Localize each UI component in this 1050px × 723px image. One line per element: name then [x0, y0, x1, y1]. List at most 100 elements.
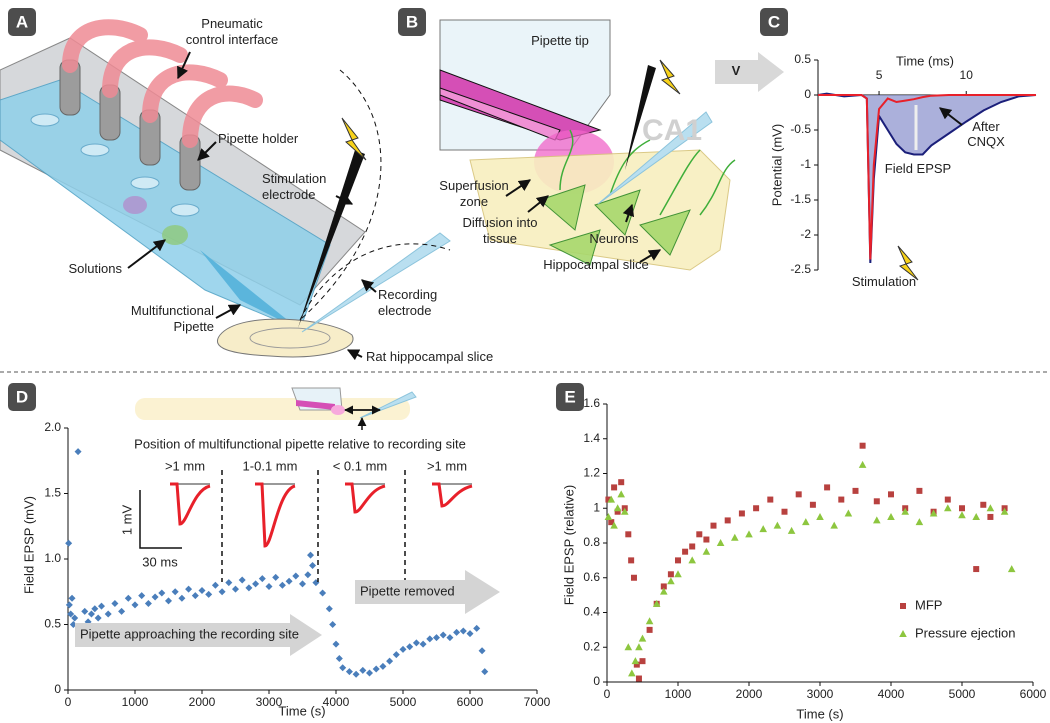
inset-illustration-part: [344, 405, 381, 430]
point: [138, 592, 146, 600]
point: [238, 576, 246, 584]
panel-badge: [8, 8, 36, 36]
panel-badge: [556, 383, 584, 411]
y-tick-label: -2.5: [790, 262, 811, 276]
diagram-label-line: Diffusion into: [463, 215, 538, 230]
point: [787, 526, 796, 534]
point: [419, 640, 427, 648]
point: [67, 610, 75, 618]
arrow-label: Pipette removed: [360, 583, 455, 598]
inset-trace: [432, 482, 473, 508]
annotation-line: Field EPSP: [885, 161, 951, 176]
point: [158, 589, 166, 597]
x-tick-label: 4000: [878, 687, 905, 701]
point: [366, 669, 373, 677]
point: [682, 548, 689, 555]
diagram-label: Pipette holder: [218, 131, 299, 146]
point: [453, 628, 461, 636]
y-tick-label: 0.5: [794, 52, 811, 66]
point: [767, 496, 774, 503]
point: [753, 505, 760, 512]
illustration-a-part-part: [62, 19, 148, 73]
point: [973, 566, 980, 573]
point: [372, 665, 380, 673]
y-tick-label: 0: [54, 682, 61, 696]
illustration-b-part: [597, 111, 713, 205]
y-tick-label: 0.2: [583, 639, 600, 653]
diagram-label: Neurons: [589, 231, 639, 246]
point: [773, 521, 782, 529]
point: [617, 490, 625, 498]
illustration-b-part-part: [559, 129, 574, 191]
point: [613, 504, 622, 512]
point: [901, 507, 909, 515]
x-axis-label: Time (ms): [896, 53, 954, 68]
point: [459, 627, 467, 635]
inset-illustration: [135, 387, 417, 430]
diagram-label-line: Pipette holder: [218, 131, 299, 146]
point: [379, 662, 387, 670]
point: [630, 574, 637, 581]
diagram-label-line: Solutions: [69, 261, 123, 276]
panel-badge: [398, 8, 426, 36]
annotation: After CNQX: [967, 119, 1005, 149]
annotation: Field EPSP: [885, 161, 951, 176]
x-tick-label: 2000: [189, 695, 216, 709]
point: [104, 610, 112, 618]
point: [696, 531, 703, 538]
point: [608, 519, 615, 526]
illustration-b-part-part: [639, 249, 662, 263]
illustration-b-part: [559, 129, 736, 216]
point: [660, 587, 668, 595]
point: [618, 479, 625, 486]
illustration-a-part-part: [170, 203, 200, 217]
point: [674, 570, 682, 578]
illustration-a-part: [162, 225, 188, 245]
point: [278, 581, 286, 589]
illustration-b-part-part: [639, 209, 691, 256]
point: [824, 484, 831, 491]
point: [795, 491, 802, 498]
annotation-line: Stimulation: [852, 274, 916, 289]
x-axis-label: Time (s): [796, 706, 843, 721]
point: [245, 584, 253, 592]
point: [716, 539, 725, 546]
point: [604, 512, 613, 520]
point: [688, 556, 696, 564]
illustration-b-part-part: [699, 159, 736, 216]
point: [412, 639, 420, 647]
diagram-label: Multifunctional Pipette: [131, 303, 214, 334]
x-tick-label: 0: [65, 695, 72, 709]
point: [844, 509, 853, 517]
y-axis-label: Potential (mV): [769, 124, 784, 206]
point: [652, 599, 661, 607]
point: [111, 600, 119, 608]
diagram-label: CA1: [642, 114, 702, 147]
point: [307, 551, 315, 559]
point: [87, 610, 95, 618]
illustration-a-part-part: [102, 39, 188, 98]
point: [887, 512, 895, 520]
illustration-a-part: [30, 113, 200, 217]
illustration-a-part-part: [177, 51, 191, 80]
annotation-line: After: [972, 119, 1000, 134]
point: [703, 536, 710, 543]
point: [638, 634, 647, 642]
diagram-label: Superfusion zone: [439, 178, 508, 209]
point: [319, 589, 327, 597]
point: [406, 643, 414, 651]
y-tick-label: 0.5: [44, 617, 61, 631]
inset-illustration-part: [135, 398, 410, 420]
y-tick-label: 1.5: [44, 486, 61, 500]
illustration-b-part-part: [548, 229, 601, 266]
point: [272, 573, 280, 581]
illustration-b-part-part: [539, 184, 586, 231]
scale-bar: [139, 490, 182, 549]
point: [802, 518, 810, 526]
point: [332, 640, 340, 648]
point: [624, 643, 633, 651]
scale-label: 1 mV: [119, 505, 134, 536]
point: [185, 585, 193, 593]
point: [258, 575, 266, 583]
